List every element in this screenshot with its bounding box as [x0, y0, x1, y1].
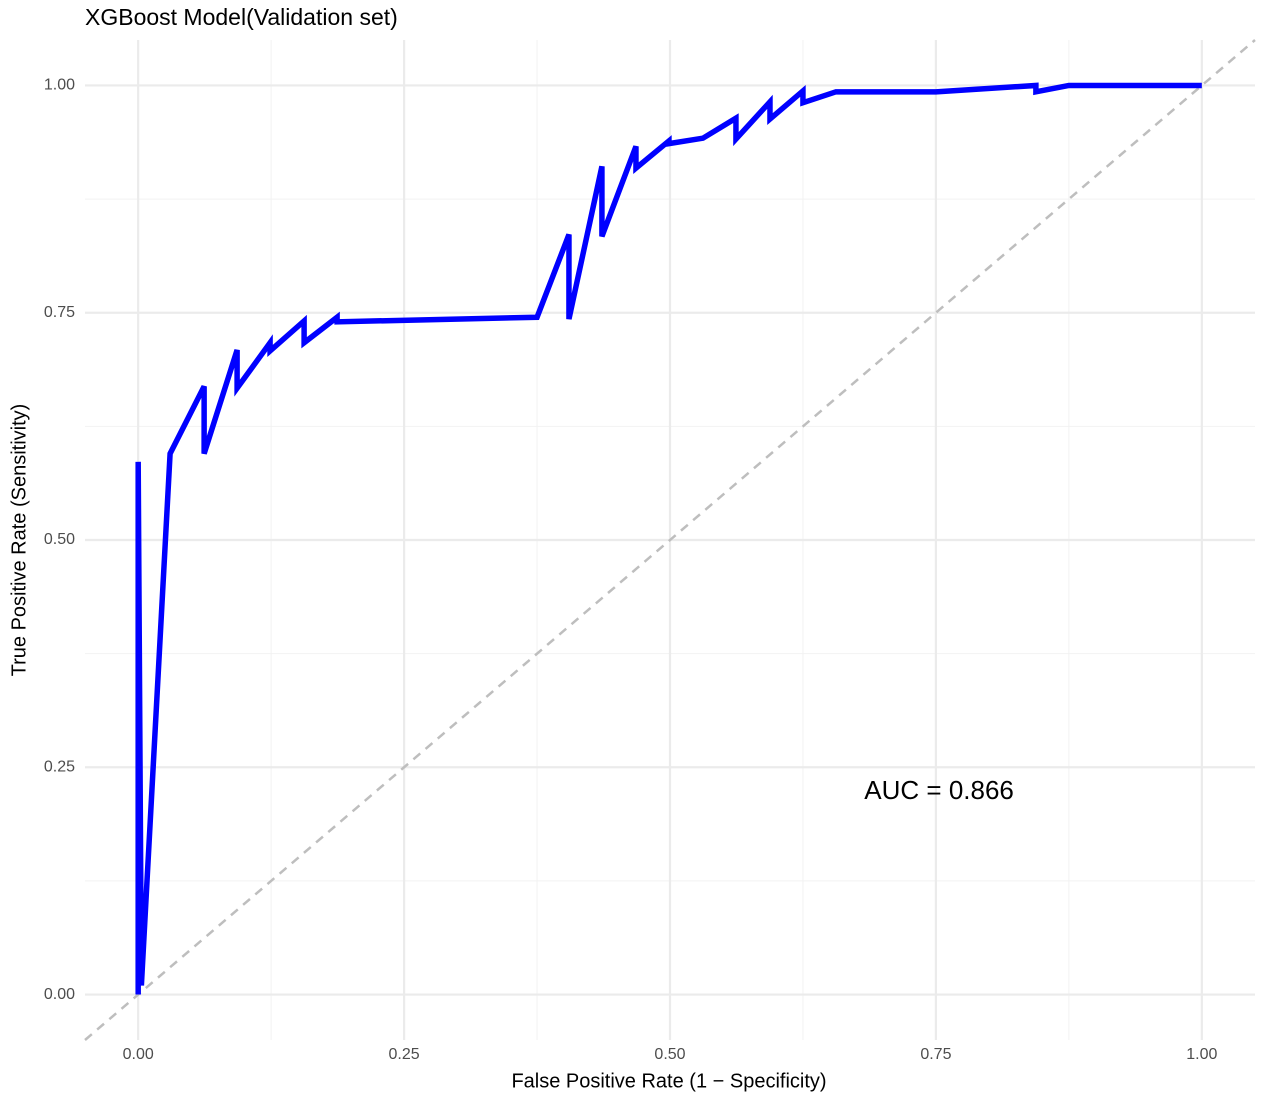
- y-tick-label: 0.25: [44, 758, 75, 775]
- y-tick-label: 1.00: [44, 77, 75, 94]
- x-tick-label: 0.75: [920, 1046, 951, 1063]
- y-tick-label: 0.75: [44, 304, 75, 321]
- reference-line: [84, 39, 1256, 1041]
- annotation: AUC = 0.866: [864, 775, 1014, 805]
- x-tick-label: 0.00: [123, 1046, 154, 1063]
- y-tick-label: 0.50: [44, 531, 75, 548]
- y-tick-label: 0.00: [44, 986, 75, 1003]
- x-axis-label: False Positive Rate (1 − Specificity): [511, 1070, 826, 1092]
- chart-title: XGBoost Model(Validation set): [85, 4, 398, 30]
- roc-curve: [135, 82, 1202, 995]
- x-tick-label: 0.25: [389, 1046, 420, 1063]
- x-tick-label: 0.50: [654, 1046, 685, 1063]
- x-tick-label: 1.00: [1186, 1046, 1217, 1063]
- y-axis-label: True Positive Rate (Sensitivity): [8, 404, 30, 677]
